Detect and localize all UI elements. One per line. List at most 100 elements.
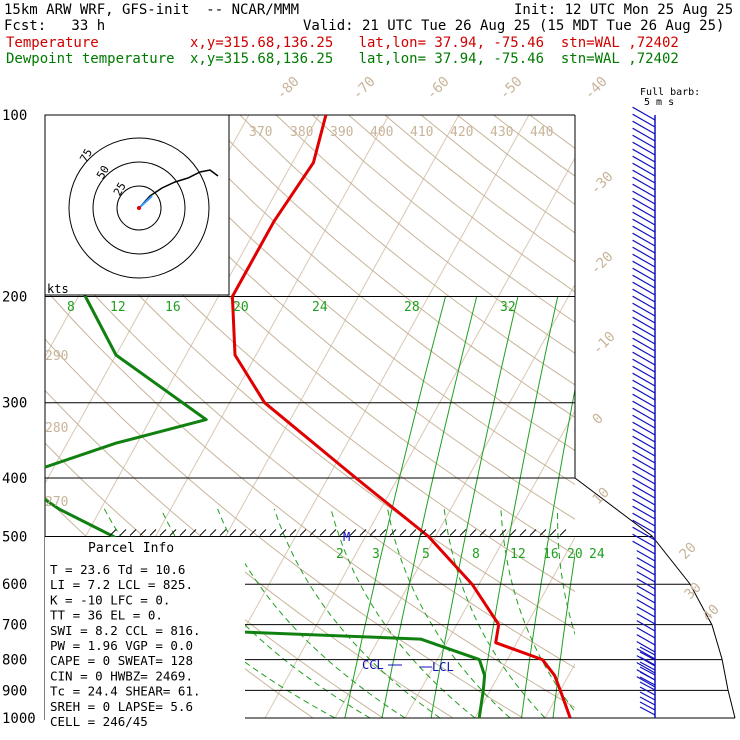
- wind-barb: [632, 288, 656, 303]
- wind-barb: [639, 666, 656, 676]
- dewpoint-location: x,y=315.68,136.25 lat,lon= 37.94, -75.46…: [190, 51, 679, 67]
- dry-adiabat: [493, 115, 575, 177]
- parcel-info-row: SWI = 8.2 CCL = 816.: [50, 623, 201, 638]
- mixing-ratio-label: 3: [372, 547, 380, 562]
- dry-adiabat: [94, 115, 575, 520]
- wind-barb: [632, 540, 656, 555]
- ccl-marker: CCL: [362, 658, 384, 672]
- wind-barb: [632, 526, 656, 541]
- isotherm: [544, 662, 575, 719]
- wind-barb: [632, 246, 656, 261]
- dry-adiabat: [348, 115, 575, 293]
- freezing-hatch: [319, 529, 327, 536]
- isotherm: [404, 409, 575, 719]
- wind-barb: [632, 295, 656, 310]
- freezing-hatch: [159, 529, 167, 536]
- pressure-label: 500: [2, 529, 27, 545]
- barb-legend-title: Full barb:: [640, 87, 700, 98]
- wind-barb: [632, 134, 656, 149]
- wind-barb: [639, 691, 656, 701]
- theta-label: 380: [290, 125, 313, 140]
- wind-barb: [639, 701, 656, 711]
- wind-barb: [632, 183, 656, 198]
- wind-barb: [632, 414, 656, 429]
- theta-label: 370: [249, 125, 272, 140]
- pressure-label: 900: [2, 683, 27, 699]
- parcel-info-row: PW = 1.96 VGP = 0.0: [50, 638, 193, 653]
- freezing-hatch: [509, 529, 517, 536]
- pressure-label: 800: [2, 653, 27, 669]
- wind-barb: [636, 627, 656, 639]
- wind-barb: [632, 169, 656, 184]
- wind-barb: [632, 267, 656, 282]
- wind-barb: [636, 578, 656, 590]
- isotherm-label: -20: [588, 249, 617, 278]
- freezing-hatch: [379, 529, 387, 536]
- parcel-info-row: Tc = 24.4 SHEAR= 61.: [50, 684, 201, 699]
- wind-barb: [639, 706, 656, 716]
- isotherm-label: -60: [424, 74, 453, 103]
- wind-barb: [636, 613, 656, 625]
- dry-adiabat: [58, 115, 575, 556]
- wind-barb: [632, 239, 656, 254]
- wind-barb: [632, 120, 656, 135]
- freezing-hatch: [409, 529, 417, 536]
- wind-barb: [632, 204, 656, 219]
- freezing-hatch: [279, 529, 287, 536]
- isotherm: [474, 536, 575, 719]
- wind-barb: [636, 564, 656, 576]
- hodograph-units: kts: [47, 282, 69, 296]
- wind-barb: [632, 344, 656, 359]
- right-frame: [574, 115, 736, 719]
- freezing-hatch: [289, 529, 297, 536]
- isotherm: [45, 115, 180, 358]
- isotherm-label: -80: [274, 74, 303, 103]
- dry-adiabat: [167, 115, 575, 452]
- freezing-hatch: [189, 529, 197, 536]
- freezing-hatch: [459, 529, 467, 536]
- wind-barb: [636, 620, 656, 632]
- theta-label: 400: [370, 125, 393, 140]
- freezing-hatch: [549, 529, 557, 536]
- wind-barb: [632, 330, 656, 345]
- wind-barb: [632, 512, 656, 527]
- freezing-hatch: [539, 529, 547, 536]
- moist-adiabat: [443, 508, 546, 719]
- wind-barb: [632, 274, 656, 289]
- freezing-hatch: [499, 529, 507, 536]
- temperature-legend: Temperature: [6, 35, 99, 51]
- isotherm: [194, 115, 530, 719]
- theta-label: 430: [490, 125, 513, 140]
- init-time: Init: 12 UTC Mon 25 Aug 25: [514, 2, 734, 18]
- parcel-info-row: LI = 7.2 LCL = 825.: [50, 577, 193, 592]
- wind-barb: [632, 533, 656, 548]
- wind-barb: [632, 337, 656, 352]
- storm-motion-vector: [138, 195, 153, 209]
- hodograph-ring-label: 75: [77, 147, 95, 165]
- freezing-hatch: [109, 529, 117, 536]
- mixing-ratio-label: 28: [404, 300, 420, 315]
- wind-barb: [639, 646, 656, 656]
- wind-barb: [636, 648, 656, 660]
- freezing-hatch: [139, 529, 147, 536]
- wind-barb: [639, 696, 656, 706]
- wind-barb: [632, 421, 656, 436]
- model-title: 15km ARW WRF, GFS-init -- NCAR/MMM: [4, 2, 300, 18]
- wind-barb: [632, 442, 656, 457]
- mixing-ratio-line: [578, 297, 640, 719]
- hodograph-ring-label: 25: [111, 180, 129, 198]
- isotherm: [264, 157, 575, 719]
- wind-barb: [632, 351, 656, 366]
- wind-barb: [632, 386, 656, 401]
- wind-barb: [639, 651, 656, 661]
- pressure-label: 100: [2, 108, 27, 124]
- hodograph-ring: [116, 185, 162, 231]
- isotherm-label: 30: [682, 580, 705, 603]
- wind-barb: [639, 671, 656, 681]
- wind-barb: [632, 141, 656, 156]
- hodograph-ring: [92, 161, 186, 255]
- theta-label: 390: [330, 125, 353, 140]
- wind-barb: [636, 592, 656, 604]
- freezing-hatch: [169, 529, 177, 536]
